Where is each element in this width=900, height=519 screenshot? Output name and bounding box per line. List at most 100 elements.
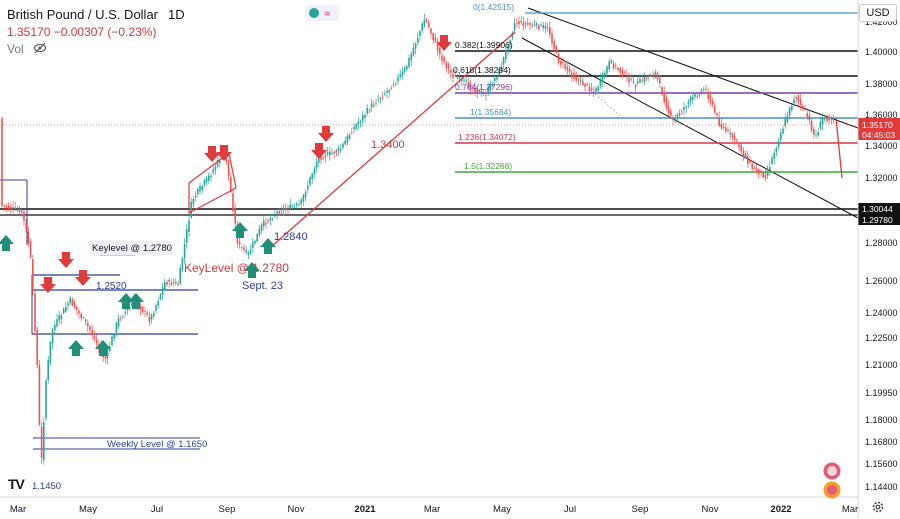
- x-tick-label: 2022: [770, 504, 791, 515]
- candle-body: [821, 118, 824, 125]
- candle-body: [232, 193, 234, 212]
- candle-body: [388, 89, 390, 93]
- level-label-12520: 1.2520: [96, 281, 127, 292]
- candle-body: [115, 323, 118, 333]
- level-label-13400: 1.3400: [371, 139, 405, 151]
- candle-body: [771, 157, 773, 164]
- candle-body: [307, 185, 309, 190]
- candle-body: [571, 72, 573, 78]
- candle-body: [300, 199, 302, 205]
- candle-body: [168, 279, 170, 282]
- candle-body: [452, 74, 454, 78]
- candle-body: [56, 319, 58, 327]
- candle-body: [692, 96, 694, 100]
- candle-body: [23, 211, 25, 221]
- x-tick-label: Jul: [564, 504, 576, 515]
- candle-body: [69, 297, 71, 303]
- candle-body: [716, 113, 718, 116]
- candle-body: [546, 28, 549, 30]
- candle-body: [496, 77, 498, 80]
- candle-body: [516, 22, 518, 24]
- candle-body: [84, 319, 87, 322]
- channel-mid-dash: [594, 93, 621, 117]
- candle-body: [62, 308, 65, 313]
- y-tick-label: 1.40000: [865, 47, 898, 57]
- candle-body: [210, 175, 212, 178]
- candle-body: [469, 84, 472, 90]
- candle-body: [740, 145, 742, 152]
- candle-body: [802, 105, 804, 108]
- x-tick-label: Mar: [842, 504, 858, 515]
- candle-body: [170, 282, 173, 285]
- candle-body: [227, 160, 230, 176]
- candle-body: [318, 157, 320, 163]
- candle-body: [555, 46, 558, 53]
- buy-arrow-icon: [118, 293, 134, 309]
- candle-body: [714, 106, 716, 113]
- candle-body: [47, 359, 49, 380]
- earnings-badge-icon[interactable]: [823, 481, 841, 499]
- candle-body: [243, 247, 245, 251]
- timeframe-label[interactable]: 1D: [168, 7, 185, 22]
- sell-arrow-icon: [318, 126, 334, 142]
- candle-body: [454, 75, 456, 77]
- sell-arrow-icon: [40, 277, 56, 293]
- low-label-11450: 1.1450: [32, 481, 61, 492]
- flag-badge-icon[interactable]: [823, 462, 841, 480]
- currency-button[interactable]: USD: [859, 4, 897, 22]
- candle-body: [142, 307, 144, 313]
- candle-body: [663, 92, 665, 102]
- price-change-line: 1.35170 −0.00307 (−0.23%): [7, 25, 157, 39]
- buy-arrow-icon: [68, 340, 84, 356]
- candle-body: [439, 47, 441, 55]
- candle-body: [562, 62, 564, 64]
- candle-body: [819, 122, 822, 129]
- candle-body: [751, 164, 753, 169]
- candle-body: [733, 136, 736, 141]
- candle-body: [260, 224, 263, 231]
- settings-gear-icon[interactable]: [871, 500, 885, 514]
- candle-body: [95, 339, 98, 344]
- candle-body: [91, 329, 93, 336]
- candle-body: [256, 234, 258, 242]
- candle-body: [520, 21, 522, 23]
- candle-body: [285, 208, 287, 210]
- candle-body: [529, 23, 531, 25]
- candle-body: [320, 156, 322, 160]
- candle-body: [758, 169, 760, 175]
- candle-body: [786, 116, 789, 123]
- candle-body: [342, 143, 344, 148]
- buy-arrow-icon: [244, 262, 260, 278]
- candle-body: [689, 97, 692, 102]
- candle-body: [777, 141, 780, 147]
- candle-body: [498, 69, 500, 76]
- candle-body: [181, 258, 184, 270]
- sell-arrow-icon: [75, 270, 91, 286]
- candle-body: [582, 80, 584, 85]
- symbol-header[interactable]: British Pound / U.S. Dollar 1D: [7, 7, 185, 22]
- fib-label: 1.236(1.34072): [458, 132, 516, 142]
- candle-body: [566, 66, 569, 71]
- candle-body: [67, 303, 69, 306]
- candle-body: [804, 108, 806, 110]
- y-tick-label: 1.26000: [865, 276, 898, 286]
- candle-body: [797, 96, 800, 102]
- candle-body: [14, 207, 16, 209]
- indicator-buttons[interactable]: ≈: [305, 5, 339, 21]
- candle-body: [535, 23, 538, 26]
- candle-body: [296, 203, 298, 206]
- candle-body: [362, 115, 364, 121]
- candle-body: [458, 76, 461, 79]
- candle-body: [423, 19, 426, 27]
- candle-body: [302, 195, 305, 202]
- candle-body: [395, 83, 397, 85]
- candle-body: [573, 73, 575, 79]
- candle-body: [753, 168, 756, 169]
- candle-body: [683, 107, 685, 110]
- eye-hidden-icon[interactable]: [33, 41, 47, 55]
- candle-body: [531, 25, 533, 27]
- candle-body: [351, 132, 353, 134]
- candle-body: [348, 134, 351, 139]
